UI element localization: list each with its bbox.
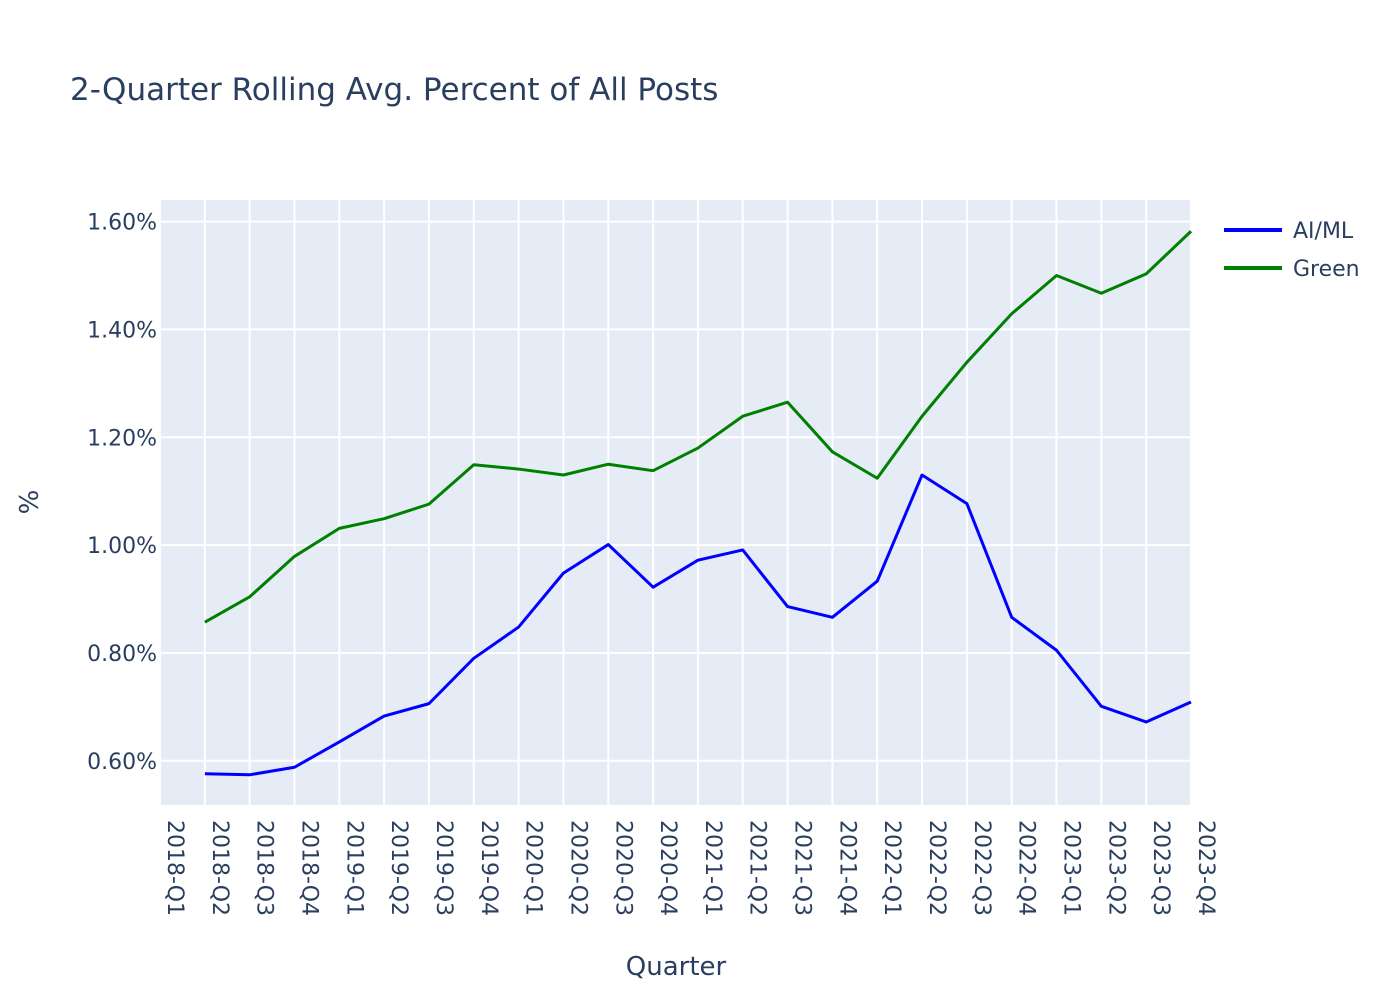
x-tick-label: 2021-Q1 — [700, 820, 725, 916]
x-tick-label: 2021-Q2 — [745, 820, 770, 916]
x-tick-label: 2019-Q4 — [476, 820, 501, 916]
series-layer — [204, 230, 1193, 777]
x-tick-label: 2019-Q1 — [341, 820, 366, 916]
x-tick-label: 2023-Q3 — [1148, 820, 1173, 916]
x-tick-label: 2019-Q3 — [431, 820, 456, 916]
y-tick-label: 1.40% — [87, 318, 157, 343]
x-tick-label: 2023-Q4 — [1193, 820, 1218, 916]
x-tick-label: 2018-Q2 — [207, 820, 232, 916]
x-tick-label: 2020-Q4 — [655, 820, 680, 916]
legend-label: Green — [1293, 257, 1360, 282]
y-tick-label: 1.60% — [87, 211, 157, 236]
y-tick-label: 1.20% — [87, 426, 157, 451]
x-tick-label: 2018-Q3 — [252, 820, 277, 916]
x-tick-label: 2020-Q2 — [565, 820, 590, 916]
y-tick-label: 0.80% — [87, 642, 157, 667]
x-tick-label: 2019-Q2 — [386, 820, 411, 916]
x-tick-label: 2022-Q3 — [969, 820, 994, 916]
x-tick-label: 2018-Q4 — [296, 820, 321, 916]
plot-area — [160, 200, 1191, 805]
x-tick-label: 2020-Q1 — [521, 820, 546, 916]
legend-label: AI/ML — [1293, 219, 1354, 244]
x-axis-title: Quarter — [626, 952, 727, 982]
x-tick-label: 2023-Q1 — [1059, 820, 1084, 916]
x-tick-label: 2021-Q4 — [834, 820, 859, 916]
x-tick-label: 2022-Q2 — [924, 820, 949, 916]
x-tick-label: 2023-Q2 — [1103, 820, 1128, 916]
series-line-green — [204, 230, 1193, 624]
x-tick-label: 2021-Q3 — [790, 820, 815, 916]
y-tick-label: 0.60% — [87, 750, 157, 775]
x-tick-label: 2022-Q4 — [1014, 820, 1039, 916]
x-tick-label: 2022-Q1 — [879, 820, 904, 916]
x-tick-label: 2020-Q3 — [610, 820, 635, 916]
y-tick-labels: 0.60% 0.80% 1.00% 1.20% 1.40% 1.60% — [87, 211, 157, 775]
series-line-ai-ml — [204, 473, 1192, 777]
y-axis-title: % — [15, 490, 45, 515]
x-tick-label: 2018-Q1 — [162, 820, 187, 916]
y-tick-label: 1.00% — [87, 534, 157, 559]
x-tick-labels: 2018-Q1 2018-Q2 2018-Q3 2018-Q4 2019-Q1 2019-… — [162, 820, 1218, 916]
chart-title: 2-Quarter Rolling Avg. Percent of All Po… — [70, 72, 718, 108]
legend: AI/ML Green — [1224, 219, 1360, 282]
